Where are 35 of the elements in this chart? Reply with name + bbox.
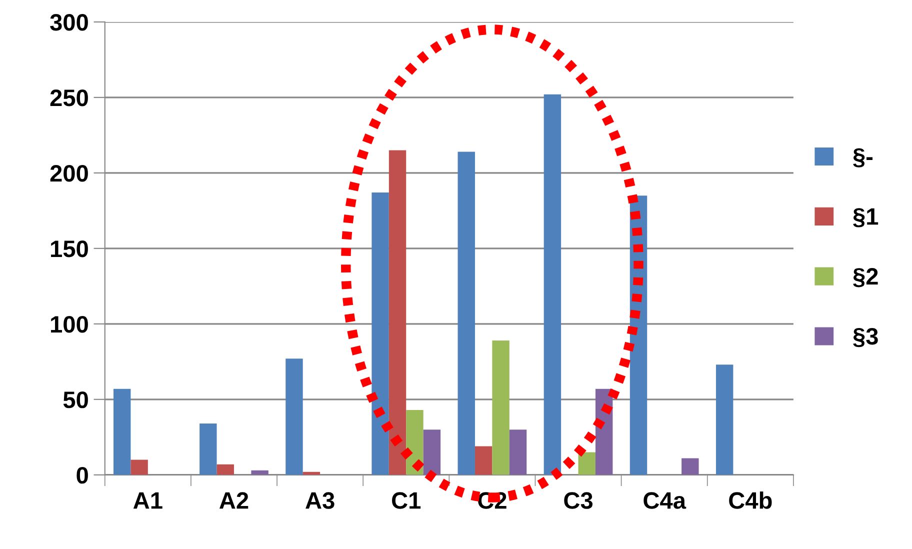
bar [423, 430, 441, 475]
bar [458, 152, 475, 475]
bar [372, 192, 389, 475]
x-tick-label: C3 [564, 492, 593, 509]
bar [492, 340, 510, 475]
bar [216, 464, 234, 475]
x-tick-label: C1 [392, 492, 421, 509]
legend-label: §2 [853, 268, 878, 288]
bar [113, 388, 131, 475]
bar [286, 358, 303, 475]
bar [474, 446, 492, 475]
y-tick-label: 100 [51, 316, 88, 333]
bar [251, 470, 268, 475]
legend-label: §3 [853, 328, 878, 348]
bar [682, 458, 699, 475]
bar [509, 430, 527, 475]
y-tick-label: 0 [76, 466, 88, 484]
legend-label: §1 [853, 208, 878, 228]
y-tick-label: 150 [51, 240, 88, 258]
y-tick-label: 50 [63, 391, 88, 408]
x-tick-label: C4b [729, 492, 772, 509]
legend-label: §- [853, 148, 873, 168]
y-tick-label: 300 [50, 14, 88, 31]
bar [578, 452, 596, 475]
bar [130, 460, 148, 475]
bar [388, 150, 406, 475]
x-tick-label: C4a [644, 492, 686, 509]
x-tick-label: A2 [219, 492, 248, 509]
y-tick-label: 250 [50, 90, 88, 106]
x-tick-label: A3 [306, 492, 334, 509]
x-tick-label: A1 [133, 492, 162, 509]
bar [544, 94, 562, 475]
bar [716, 364, 734, 475]
y-tick-label: 200 [50, 165, 88, 182]
bar [200, 424, 217, 475]
